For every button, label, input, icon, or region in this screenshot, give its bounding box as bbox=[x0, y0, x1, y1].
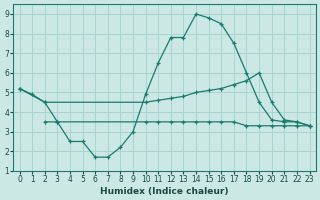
X-axis label: Humidex (Indice chaleur): Humidex (Indice chaleur) bbox=[100, 187, 229, 196]
